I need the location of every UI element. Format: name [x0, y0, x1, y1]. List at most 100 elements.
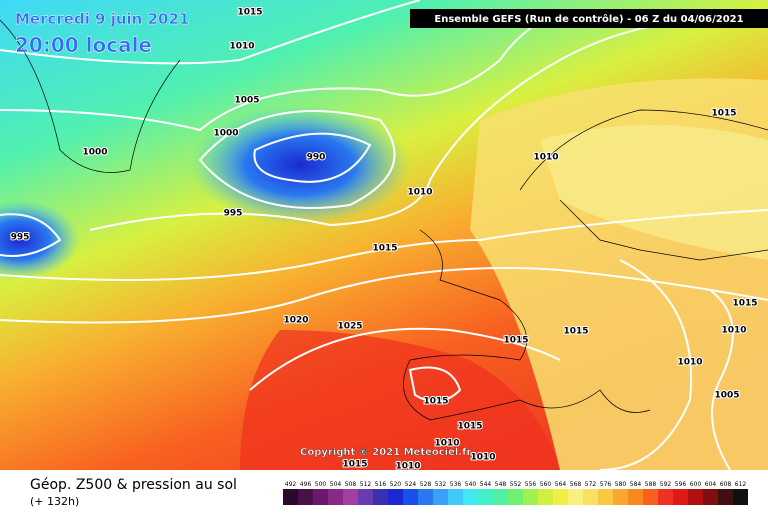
colorbar-label: 492 — [285, 481, 297, 488]
colorbar-swatch — [523, 489, 538, 505]
colorbar-label: 544 — [480, 481, 492, 488]
isobar-label: 1010 — [434, 439, 459, 449]
isobar-label: 1015 — [372, 244, 397, 254]
colorbar-swatch — [358, 489, 373, 505]
colorbar-swatch — [463, 489, 478, 505]
isobar-label: 1015 — [237, 8, 262, 18]
colorbar-swatch — [538, 489, 553, 505]
colorbar-label: 612 — [735, 481, 747, 488]
isobar-label: 1015 — [342, 460, 367, 470]
isobar-label: 995 — [224, 209, 243, 219]
isobar-label: 1015 — [503, 336, 528, 346]
colorbar-label: 500 — [315, 481, 327, 488]
colorbar-swatch — [658, 489, 673, 505]
isobar-label: 1020 — [283, 316, 308, 326]
product-title: Géop. Z500 & pression au sol — [30, 477, 237, 493]
isobar-labels: 1015 1010 1005 1000 1000 990 995 995 1010 1015 101… — [10, 7, 759, 473]
colorbar-swatch — [673, 489, 688, 505]
colorbar-swatch — [343, 489, 358, 505]
colorbar-swatch — [688, 489, 703, 505]
isobar-label: 1015 — [563, 327, 588, 337]
colorbar-swatch — [493, 489, 508, 505]
colorbar-label: 596 — [675, 481, 687, 488]
colorbar-label: 588 — [645, 481, 657, 488]
colorbar-label: 580 — [615, 481, 627, 488]
colorbar-swatch — [703, 489, 718, 505]
isobar-label: 1010 — [721, 326, 746, 336]
colorbar-label: 532 — [435, 481, 447, 488]
colorbar-swatch — [613, 489, 628, 505]
colorbar-label: 536 — [450, 481, 462, 488]
run-banner — [410, 9, 768, 28]
isobar-label: 1015 — [711, 109, 736, 119]
colorbar-swatch — [448, 489, 463, 505]
colorbar-label: 608 — [720, 481, 732, 488]
colorbar-label: 504 — [330, 481, 342, 488]
isobar-label: 1010 — [677, 358, 702, 368]
colorbar-label: 552 — [510, 481, 522, 488]
local-time: 20:00 locale — [15, 33, 152, 57]
run-info: Ensemble GEFS (Run de contrôle) - 06 Z d… — [434, 13, 743, 25]
colorbar-swatch — [313, 489, 328, 505]
colorbar-swatch — [568, 489, 583, 505]
hot-field — [240, 330, 560, 470]
colorbar-label: 572 — [585, 481, 597, 488]
colorbar-label: 592 — [660, 481, 672, 488]
isobar-label: 1010 — [533, 153, 558, 163]
isobar-label: 995 — [11, 233, 30, 243]
colorbar-label: 508 — [345, 481, 357, 488]
colorbar-label: 600 — [690, 481, 702, 488]
lead-time: (+ 132h) — [30, 495, 79, 508]
colorbar-swatch — [733, 489, 748, 505]
isobars — [0, 0, 768, 470]
isobar-label: 1010 — [229, 42, 254, 52]
colorbar-label: 548 — [495, 481, 507, 488]
colorbar-swatch — [403, 489, 418, 505]
colorbar-swatch — [478, 489, 493, 505]
colorbar-swatch — [298, 489, 313, 505]
colorbar-label: 576 — [600, 481, 612, 488]
colorbar-label: 520 — [390, 481, 402, 488]
isobar-label: 990 — [307, 153, 326, 163]
isobar-label: 1005 — [714, 391, 739, 401]
colorbar-swatch — [418, 489, 433, 505]
colorbar-label: 516 — [375, 481, 387, 488]
colorbar-label: 540 — [465, 481, 477, 488]
copyright: Copyright © 2021 Meteociel.fr — [300, 447, 471, 458]
colorbar-swatch — [628, 489, 643, 505]
colorbar-label: 512 — [360, 481, 372, 488]
colorbar-swatch — [553, 489, 568, 505]
colorbar-label: 556 — [525, 481, 537, 488]
colorbar-swatch — [328, 489, 343, 505]
colorbar-swatch — [508, 489, 523, 505]
colorbar-swatch — [598, 489, 613, 505]
colorbar-swatch — [388, 489, 403, 505]
isobar-label: 1000 — [82, 148, 107, 158]
date: Mercredi 9 juin 2021 — [15, 10, 189, 28]
colorbar-label: 568 — [570, 481, 582, 488]
low-pressure — [0, 200, 80, 280]
isobar-label: 1005 — [234, 96, 259, 106]
isobar-label: 1015 — [423, 397, 448, 407]
colorbar-swatch — [433, 489, 448, 505]
isobar-label: 1025 — [337, 322, 362, 332]
colorbar-swatch — [643, 489, 658, 505]
colorbar-label: 584 — [630, 481, 642, 488]
isobar-label: 1010 — [470, 453, 495, 463]
colorbar-label: 604 — [705, 481, 717, 488]
colorbar: 492 496 500 504 508 512 516 520 524 528 532 536 540 5… — [283, 481, 748, 505]
colorbar-label: 564 — [555, 481, 567, 488]
colorbar-swatch — [283, 489, 298, 505]
isobar-label: 1010 — [407, 188, 432, 198]
colorbar-swatch — [718, 489, 733, 505]
isobar-label: 1010 — [395, 462, 420, 472]
isobar-label: 1015 — [732, 299, 757, 309]
warm-field — [540, 125, 768, 260]
colorbar-label: 560 — [540, 481, 552, 488]
colorbar-swatch — [373, 489, 388, 505]
colorbar-label: 524 — [405, 481, 417, 488]
colorbar-swatch — [583, 489, 598, 505]
coastlines — [0, 19, 768, 421]
colorbar-label: 496 — [300, 481, 312, 488]
